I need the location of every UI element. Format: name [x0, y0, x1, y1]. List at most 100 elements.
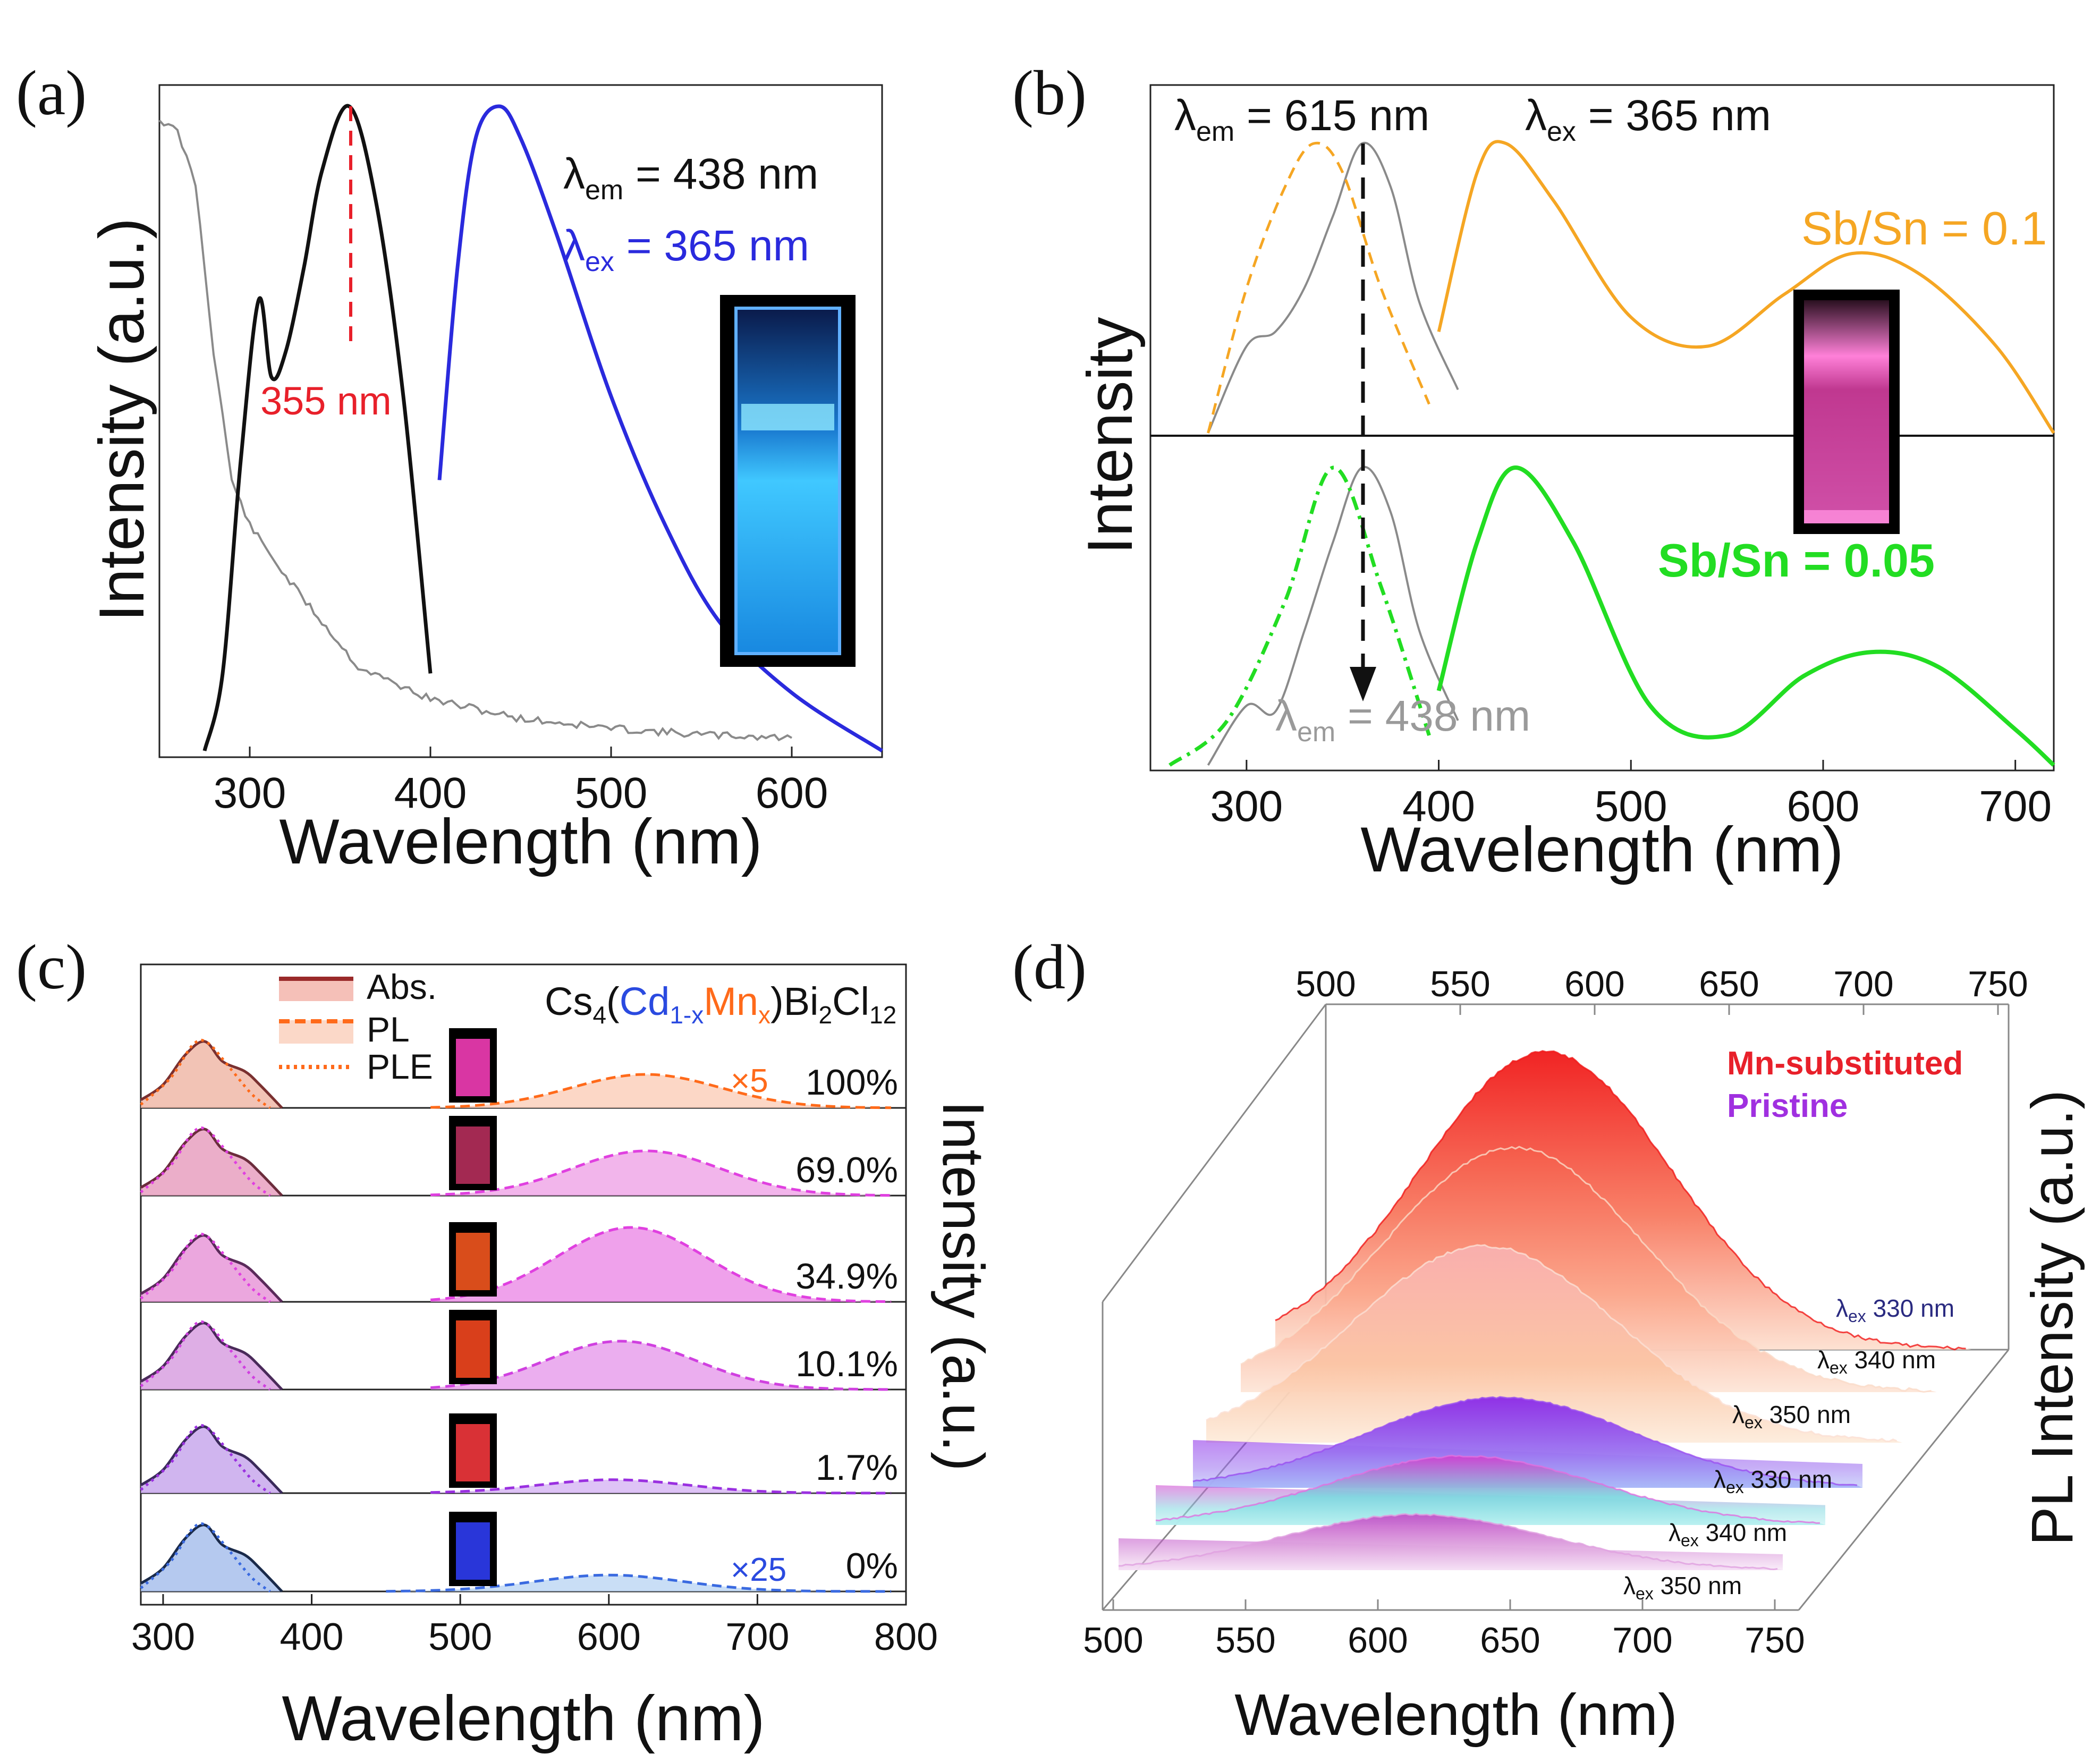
panel-d-letter: (d) [1012, 931, 1087, 1002]
a-tick-label: 500 [575, 769, 648, 817]
panel-d-xlabel: Wavelength (nm) [1234, 1682, 1677, 1748]
panel-c-xlabel: Wavelength (nm) [282, 1683, 765, 1754]
panel-b-xlabel: Wavelength (nm) [1360, 814, 1843, 885]
c-ple-line [140, 1039, 271, 1109]
panel-a-lambda-em: λem = 438 nm [563, 150, 818, 206]
c-tick-label: 500 [428, 1616, 492, 1658]
c-row: 100% [140, 1028, 906, 1109]
d-bottom-tick-label: 700 [1612, 1620, 1672, 1661]
d-trace-edge [1275, 1050, 1966, 1351]
d-trace-fill [1206, 1245, 1902, 1443]
panel-d-curves [1118, 1050, 1971, 1571]
panel-c-x-ticks: 300 400 500 600 700 800 [131, 1594, 938, 1658]
d-ex-sym: λ [1623, 1572, 1636, 1599]
d-top-tick-label: 600 [1564, 964, 1624, 1004]
b-tick-label: 500 [1595, 782, 1667, 831]
a-tick-label: 400 [394, 769, 467, 817]
d-top-tick-label: 550 [1430, 964, 1490, 1004]
d-ex-sub: ex [1636, 1584, 1654, 1603]
d-top-tick-label: 750 [1968, 964, 2028, 1004]
d-ex-value: 330 nm [1744, 1465, 1832, 1493]
panel-a: (a) 300 400 500 600 Wavelength (nm) Intensi… [16, 57, 883, 877]
b-top-pl [1437, 140, 2055, 434]
c-pl-line [430, 1073, 892, 1109]
c-row-label: 10.1% [795, 1344, 898, 1384]
c-cuvette-fill [456, 1522, 490, 1580]
c-ple-line [140, 1233, 271, 1303]
c-pl-line [430, 1226, 892, 1303]
d-ex-label: λex 330 nm [1836, 1294, 1954, 1326]
b-tick-label: 600 [1787, 782, 1860, 831]
c-cuvette-fill [456, 1320, 490, 1378]
d-trace-fill [1193, 1396, 1862, 1488]
a-tick-label: 300 [214, 769, 286, 817]
d-ex-value: 350 nm [1654, 1572, 1742, 1599]
d-bottom-tick-label: 750 [1745, 1620, 1805, 1661]
c-row: 69.0% [140, 1116, 906, 1197]
c-row-label: 1.7% [816, 1447, 898, 1488]
c-row: 34.9% [140, 1222, 906, 1303]
c-tick-label: 600 [577, 1616, 641, 1658]
panel-a-cuvette-photo [720, 295, 856, 667]
c-tick-label: 300 [131, 1616, 195, 1658]
b-tick-label: 300 [1210, 782, 1283, 831]
panel-d-ylabel: PL Intensity (a.u.) [2020, 1090, 2085, 1546]
c-row: 10.1% [140, 1310, 906, 1391]
d-ex-sub: ex [1745, 1413, 1763, 1432]
c-tick-label: 400 [280, 1616, 343, 1658]
d-trace-edge [1118, 1513, 1778, 1571]
panel-c-rows: 100% 69.0% 34.9% 10.1% 1.7% 0% [140, 1028, 906, 1593]
panel-a-xlabel: Wavelength (nm) [279, 806, 762, 877]
panel-d-x-ticks-top: 500 550 600 650 700 750 [1295, 964, 2028, 1015]
d-bottom-tick-label: 600 [1348, 1620, 1408, 1661]
panel-c-legend: Abs. PL PLE [279, 967, 437, 1086]
panel-b-arrowhead [1350, 667, 1376, 701]
c-pl-fill [430, 1479, 892, 1493]
panel-c-formula: Cs4(Cd1-xMnx)Bi2Cl12 [545, 979, 896, 1029]
panel-d-x-ticks-bottom: 500 550 600 650 700 750 [1083, 1599, 1805, 1661]
d-ex-value: 340 nm [1699, 1519, 1787, 1546]
c-abs-fill [141, 1524, 282, 1591]
panel-a-lambda-ex: λex = 365 nm [563, 222, 809, 277]
panel-b: (b) 300 400 500 600 700 Wavelength (nm) Inte… [1012, 57, 2055, 885]
d-ex-sym: λ [1669, 1519, 1681, 1546]
c-pl-line [430, 1149, 892, 1197]
c-abs-fill [141, 1426, 282, 1493]
panel-b-curves [1168, 140, 2055, 767]
a-tick-label: 600 [756, 769, 828, 817]
panel-b-lambda-ex: λex = 365 nm [1525, 91, 1771, 147]
c-abs-fill [141, 1129, 282, 1196]
c-pl-fill [386, 1575, 892, 1591]
panel-c: (c) 100% 69.0% 34.9% 10.1% 1.7% 0% 300 400 500 6… [16, 931, 996, 1754]
a-series-ple [202, 104, 433, 751]
panel-c-letter: (c) [16, 931, 87, 1002]
d-trace-edge [1192, 1396, 1858, 1486]
panel-c-ylabel: Intensity (a.u.) [930, 1101, 996, 1471]
c-cuvette-fill [456, 1424, 490, 1481]
d-ex-sub: ex [1830, 1358, 1848, 1377]
panel-b-frame [1149, 84, 2055, 772]
c-ple-line [140, 1126, 271, 1197]
panel-b-ylabel: Intensity [1074, 317, 1146, 555]
b-grey-top [1207, 141, 1459, 434]
b-tick-label: 400 [1402, 782, 1475, 831]
d-ex-sym: λ [1817, 1346, 1830, 1374]
d-ex-label: λex 330 nm [1714, 1465, 1832, 1497]
d-ex-label: λex 350 nm [1623, 1572, 1742, 1603]
legend-pl: PL [367, 1010, 410, 1049]
d-ex-sym: λ [1836, 1294, 1848, 1322]
a-series-absorption [158, 120, 793, 742]
b-top-ple [1207, 141, 1430, 434]
d-trace-fill [1156, 1455, 1825, 1525]
b-grey-bottom [1207, 465, 1459, 766]
panel-b-lambda-em: λem = 615 nm [1174, 91, 1429, 147]
c-pl-fill [430, 1227, 892, 1302]
d-ex-label: λex 340 nm [1817, 1346, 1936, 1377]
d-top-tick-label: 500 [1295, 964, 1356, 1004]
panel-d: (d) 500 550 600 650 700 750 500 550 600 650 700 75… [1012, 931, 2085, 1748]
d-ex-sub: ex [1726, 1478, 1744, 1497]
c-pl-line [430, 1340, 892, 1391]
d-ex-value: 330 nm [1866, 1294, 1954, 1322]
